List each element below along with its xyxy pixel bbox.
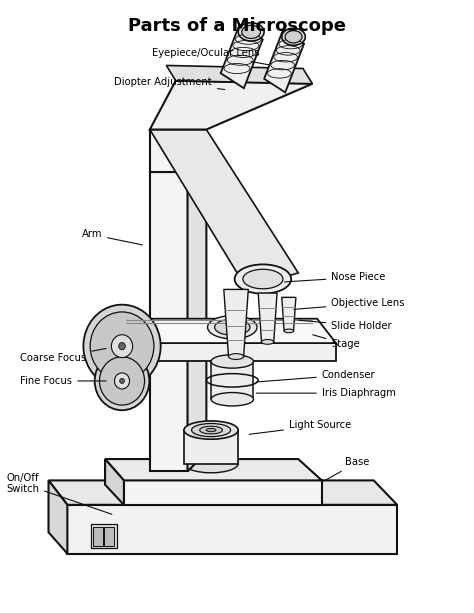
Ellipse shape xyxy=(184,421,238,440)
Polygon shape xyxy=(188,112,206,172)
Polygon shape xyxy=(211,362,254,399)
Polygon shape xyxy=(105,459,124,505)
Text: Stage: Stage xyxy=(313,335,360,349)
Ellipse shape xyxy=(118,343,125,350)
Polygon shape xyxy=(105,459,322,481)
Polygon shape xyxy=(121,319,140,362)
Polygon shape xyxy=(264,30,304,93)
Text: Base: Base xyxy=(324,457,370,481)
Ellipse shape xyxy=(83,305,161,387)
Polygon shape xyxy=(48,481,67,554)
Text: Parts of a Microscope: Parts of a Microscope xyxy=(128,17,346,35)
Ellipse shape xyxy=(200,426,222,434)
Polygon shape xyxy=(282,297,296,331)
Text: Diopter Adjustment: Diopter Adjustment xyxy=(115,77,225,89)
Polygon shape xyxy=(48,481,397,505)
Ellipse shape xyxy=(262,340,274,345)
Polygon shape xyxy=(258,293,277,342)
Ellipse shape xyxy=(111,335,133,357)
Ellipse shape xyxy=(238,23,264,41)
Ellipse shape xyxy=(211,392,254,406)
Bar xyxy=(93,527,103,546)
Text: Coarse Focus: Coarse Focus xyxy=(20,349,106,364)
Polygon shape xyxy=(221,25,263,88)
Polygon shape xyxy=(121,319,336,343)
Text: Arm: Arm xyxy=(82,229,142,245)
Ellipse shape xyxy=(285,31,302,43)
Ellipse shape xyxy=(235,264,291,294)
Text: Condenser: Condenser xyxy=(256,370,375,382)
Ellipse shape xyxy=(284,329,293,333)
Ellipse shape xyxy=(115,373,129,389)
Ellipse shape xyxy=(191,424,230,436)
Polygon shape xyxy=(188,154,206,471)
Polygon shape xyxy=(150,129,298,288)
Polygon shape xyxy=(166,66,312,84)
Ellipse shape xyxy=(100,357,145,405)
Text: Fine Focus: Fine Focus xyxy=(20,376,106,386)
Ellipse shape xyxy=(184,454,238,473)
Text: Objective Lens: Objective Lens xyxy=(294,299,405,310)
Text: Iris Diaphragm: Iris Diaphragm xyxy=(256,388,396,398)
Ellipse shape xyxy=(282,28,305,45)
Polygon shape xyxy=(124,481,322,505)
Ellipse shape xyxy=(242,25,261,39)
Text: Slide Holder: Slide Holder xyxy=(299,320,392,331)
Ellipse shape xyxy=(215,319,250,335)
Polygon shape xyxy=(184,430,238,463)
Ellipse shape xyxy=(208,316,257,339)
Ellipse shape xyxy=(95,352,149,410)
Polygon shape xyxy=(150,172,188,471)
Bar xyxy=(91,524,117,547)
Ellipse shape xyxy=(90,312,154,381)
Text: Nose Piece: Nose Piece xyxy=(284,272,386,282)
Polygon shape xyxy=(150,129,188,172)
Text: Light Source: Light Source xyxy=(249,421,351,434)
Bar xyxy=(104,527,114,546)
Text: On/Off
Switch: On/Off Switch xyxy=(6,473,112,514)
Ellipse shape xyxy=(119,378,124,383)
Ellipse shape xyxy=(206,428,216,432)
Polygon shape xyxy=(224,289,248,357)
Ellipse shape xyxy=(243,269,283,289)
Polygon shape xyxy=(140,343,336,362)
Ellipse shape xyxy=(211,355,254,368)
Ellipse shape xyxy=(228,354,244,359)
Polygon shape xyxy=(67,505,397,554)
Text: Eyepiece/Ocular Lens: Eyepiece/Ocular Lens xyxy=(152,48,270,65)
Polygon shape xyxy=(150,81,312,129)
